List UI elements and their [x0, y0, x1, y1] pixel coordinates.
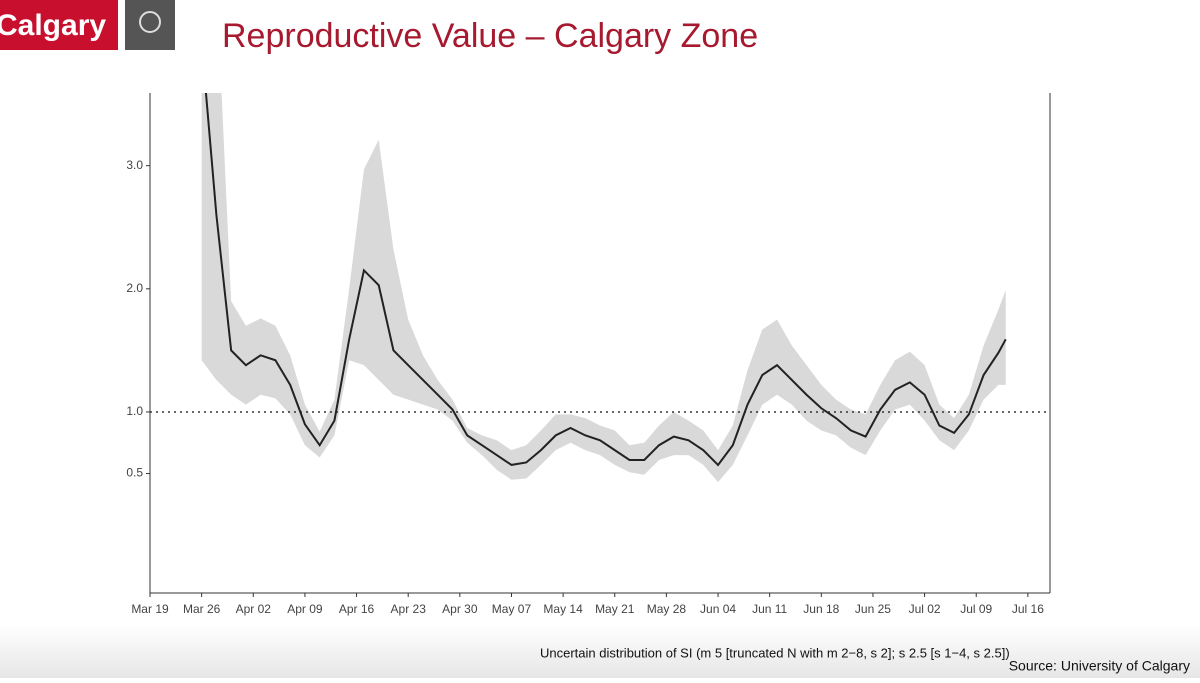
confidence-band	[201, 93, 1006, 483]
x-tick-label: Jun 04	[700, 602, 736, 616]
x-tick-label: Jul 09	[960, 602, 992, 616]
source: Source: University of Calgary	[1009, 658, 1190, 674]
x-tick-label: Mar 26	[183, 602, 221, 616]
x-tick-label: Apr 30	[442, 602, 478, 616]
r-line	[204, 93, 1007, 467]
x-tick-label: May 07	[492, 602, 532, 616]
x-tick-label: Mar 19	[131, 602, 169, 616]
y-tick-label: 1.0	[126, 404, 143, 418]
x-tick-label: Apr 16	[339, 602, 375, 616]
emblem-icon	[139, 11, 161, 33]
slide-title: Reproductive Value – Calgary Zone	[222, 17, 758, 55]
x-tick-label: Apr 23	[391, 602, 427, 616]
x-tick-label: Apr 09	[287, 602, 323, 616]
logo-text: Calgary	[0, 9, 106, 42]
x-tick-label: Apr 02	[236, 602, 272, 616]
plot	[150, 93, 1050, 483]
footer-band	[0, 625, 1200, 678]
x-tick-label: Jun 11	[752, 602, 787, 616]
footnote: Uncertain distribution of SI (m 5 [trunc…	[540, 645, 1010, 660]
x-tick-label: May 28	[647, 602, 687, 616]
logo-box	[0, 0, 118, 50]
x-tick-label: Jun 18	[803, 602, 839, 616]
y-tick-label: 2.0	[126, 281, 143, 295]
y-tick-label: 3.0	[126, 158, 143, 172]
x-tick-label: Jun 25	[855, 602, 891, 616]
x-tick-label: May 14	[543, 602, 583, 616]
x-tick-label: May 21	[595, 602, 635, 616]
x-tick-label: Jul 16	[1012, 602, 1044, 616]
x-tick-label: Jul 02	[909, 602, 941, 616]
y-tick-label: 0.5	[126, 466, 143, 480]
emblem	[125, 0, 175, 50]
